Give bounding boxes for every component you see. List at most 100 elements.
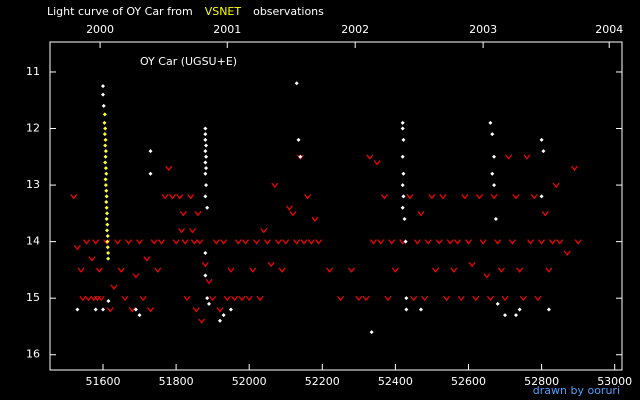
- point: [103, 149, 108, 154]
- chart-title: Light curve of OY Car from: [47, 5, 193, 18]
- point: [418, 307, 423, 312]
- point: [461, 194, 469, 200]
- point: [136, 239, 144, 245]
- point: [366, 154, 374, 160]
- point: [369, 330, 374, 335]
- point: [103, 183, 108, 188]
- point: [100, 307, 105, 312]
- point: [105, 228, 110, 233]
- annotation: OY Car (UGSU+E): [140, 55, 237, 68]
- x-tick-label: 52200: [305, 375, 340, 388]
- point: [403, 239, 408, 244]
- point: [103, 177, 108, 182]
- point: [503, 313, 508, 318]
- point: [223, 295, 231, 302]
- point: [203, 171, 208, 176]
- point: [220, 239, 228, 245]
- point: [100, 92, 105, 97]
- point: [377, 239, 385, 245]
- point: [192, 307, 200, 313]
- point: [205, 278, 213, 285]
- point: [178, 227, 186, 234]
- point: [263, 239, 271, 245]
- point: [187, 194, 195, 200]
- point: [148, 149, 153, 154]
- point: [443, 295, 451, 302]
- point: [495, 301, 500, 306]
- point: [508, 239, 516, 245]
- point: [132, 273, 140, 279]
- point: [209, 295, 217, 302]
- point: [465, 239, 472, 245]
- point: [103, 154, 108, 159]
- point: [304, 194, 312, 200]
- point: [165, 165, 173, 172]
- x-tick-label: 52600: [451, 375, 486, 388]
- point: [203, 137, 208, 142]
- point: [307, 239, 315, 245]
- point: [483, 273, 491, 279]
- point: [424, 239, 432, 245]
- x2-tick-label: 2003: [469, 23, 497, 36]
- point: [75, 307, 80, 312]
- point: [516, 267, 524, 273]
- point: [472, 295, 480, 302]
- point: [401, 171, 406, 176]
- credit: drawn by ooruri: [533, 384, 620, 397]
- point: [541, 210, 549, 217]
- point: [432, 267, 440, 273]
- point: [79, 295, 87, 302]
- point: [274, 239, 282, 245]
- point: [490, 171, 495, 176]
- point: [104, 205, 109, 210]
- point: [77, 267, 85, 273]
- point: [289, 210, 297, 217]
- point: [83, 239, 91, 245]
- point: [311, 216, 319, 223]
- point: [133, 307, 138, 312]
- point: [103, 166, 108, 171]
- point: [105, 239, 110, 244]
- point: [428, 194, 436, 200]
- point: [183, 295, 191, 302]
- point: [139, 295, 147, 302]
- point: [400, 154, 405, 159]
- point: [388, 239, 396, 245]
- point: [267, 261, 275, 268]
- point: [439, 194, 447, 200]
- point: [494, 239, 502, 245]
- point: [294, 81, 299, 86]
- point: [549, 239, 557, 245]
- point: [168, 194, 176, 200]
- point: [196, 239, 204, 245]
- point: [450, 267, 458, 273]
- point: [454, 239, 462, 245]
- point: [497, 267, 505, 273]
- x2-tick-label: 2002: [341, 23, 369, 36]
- point: [204, 154, 209, 159]
- point: [204, 143, 209, 148]
- point: [181, 239, 189, 245]
- point: [228, 307, 233, 312]
- point: [490, 194, 498, 200]
- point: [70, 194, 78, 200]
- point: [285, 205, 293, 211]
- point: [157, 239, 165, 245]
- point: [221, 313, 226, 318]
- point: [417, 210, 425, 217]
- point: [538, 239, 546, 245]
- point: [84, 295, 92, 302]
- point: [203, 194, 208, 199]
- point: [105, 245, 110, 250]
- point: [92, 239, 100, 245]
- point: [571, 165, 578, 172]
- x2-tick-label: 2001: [213, 23, 241, 36]
- point: [413, 239, 421, 245]
- x-tick-label: 52000: [232, 375, 267, 388]
- point: [128, 307, 136, 313]
- point: [446, 239, 454, 245]
- point: [103, 160, 108, 165]
- point: [104, 171, 109, 176]
- point: [234, 239, 242, 245]
